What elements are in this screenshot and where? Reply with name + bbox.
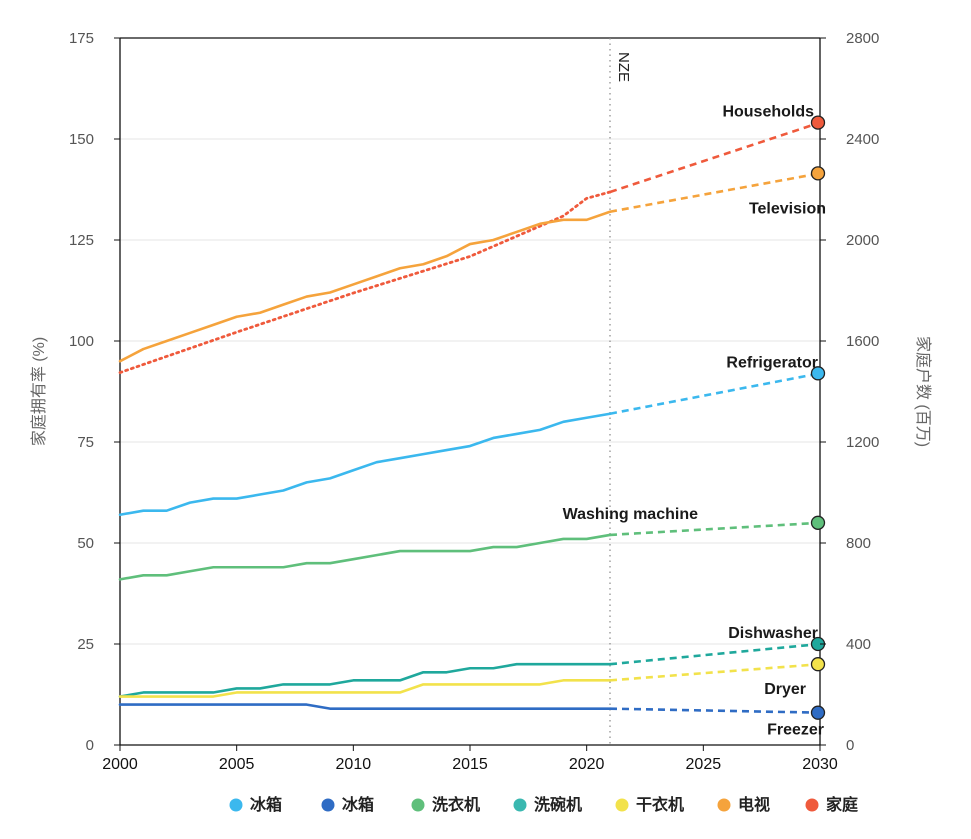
households-label: Households [722,104,814,121]
legend-swatch [229,798,243,812]
refrigerator-end-point [810,366,826,381]
refrigerator-projection-line [609,372,821,415]
y-right-tick-label: 2400 [846,131,879,148]
legend-label: 电视 [738,795,770,814]
series-labels: Households Television Refrigerator Washing … [563,104,826,739]
y-left-tick-label: 25 [77,636,94,653]
television-line [118,210,612,363]
plot-frame [119,37,821,746]
y-left-axis-title: 家庭拥有率 (%) [30,337,48,446]
y-right-axis-title: 家庭户数 (百万) [914,336,932,447]
x-tick-label: 2020 [569,756,605,773]
households-line [118,190,612,374]
dryer-end-point [810,657,826,672]
y-left-tick-label: 75 [77,434,94,451]
x-tick-label: 2005 [219,756,255,773]
households-projection-line [609,121,821,194]
refrigerator-line [118,412,612,517]
legend-swatch [717,798,731,812]
freezer-projection-line [609,707,821,714]
y-left-tick-label: 0 [86,737,94,754]
y-left-tick-label: 125 [69,232,94,249]
y-right-tick-label: 1600 [846,333,879,350]
axis-titles: 家庭拥有率 (%) 家庭户数 (百万) [30,336,932,447]
dryer-line [118,679,612,698]
legend-label: 家庭 [826,795,858,814]
legend: 冰箱 冰箱 洗衣机 洗碗机 干衣机 电视 家庭 [229,795,858,814]
y-left-tick-label: 150 [69,131,94,148]
x-tick-label: 2025 [686,756,722,773]
y-right-tick-label: 800 [846,535,871,552]
freezer-label: Freezer [767,722,824,739]
nze-label: NZE [615,52,632,82]
legend-swatch [513,798,527,812]
y-right-tick-label: 2000 [846,232,879,249]
refrigerator-label: Refrigerator [726,354,818,371]
x-tick-label: 2000 [102,756,138,773]
y-right-tick-label: 1200 [846,434,879,451]
legend-label: 冰箱 [250,795,282,814]
washing-machine-projection-line [609,521,821,537]
legend-swatch [615,798,629,812]
freezer-line [118,703,612,710]
legend-label: 冰箱 [342,795,374,814]
households-end-point [810,115,826,130]
y-right-tick-label: 0 [846,737,854,754]
end-points [810,115,826,720]
dishwasher-projection-line [609,642,821,666]
legend-label: 洗碗机 [534,795,582,814]
gridlines [120,138,820,645]
washing-machine-label: Washing machine [563,506,699,523]
dryer-label: Dryer [764,681,806,698]
nze-marker: NZE [609,38,632,745]
legend-swatch [321,798,335,812]
series-lines [118,121,821,714]
x-tick-label: 2010 [336,756,372,773]
legend-swatch [805,798,819,812]
legend-label: 洗衣机 [432,795,480,814]
y-right-tick-label: 400 [846,636,871,653]
y-left-tick-label: 100 [69,333,94,350]
y-right-tick-label: 2800 [846,30,879,47]
washing-machine-end-point [810,515,826,530]
dishwasher-line [118,662,612,698]
x-tick-label: 2030 [802,756,838,773]
freezer-end-point [810,705,826,720]
television-end-point [810,166,826,181]
legend-swatch [411,798,425,812]
dryer-projection-line [609,662,821,682]
washing-machine-line [118,533,612,581]
television-label: Television [749,200,826,217]
y-left-tick-label: 50 [77,535,94,552]
y-left-tick-label: 175 [69,30,94,47]
axis-ticks: 0 25 50 75 100 125 150 175 0 400 800 1200 1600 2000 24… [69,30,879,773]
x-tick-label: 2015 [452,756,488,773]
legend-label: 干衣机 [636,795,684,814]
dishwasher-label: Dishwasher [728,625,818,642]
